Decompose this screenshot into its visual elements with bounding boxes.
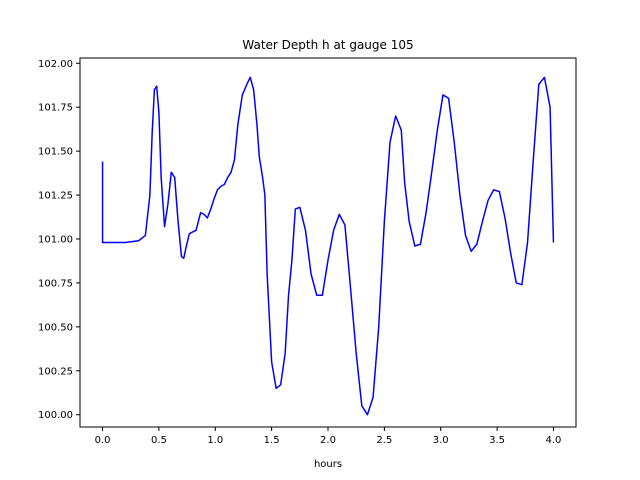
y-tick-label: 101.25	[38, 191, 73, 202]
y-tick-label: 100.50	[38, 322, 73, 333]
x-axis-label: hours	[314, 459, 342, 470]
y-tick-label: 101.75	[38, 103, 73, 114]
x-tick-label: 0.5	[151, 435, 167, 446]
x-tick-label: 0.0	[95, 435, 111, 446]
y-tick-label: 100.75	[38, 278, 73, 289]
x-tick-label: 3.5	[489, 435, 505, 446]
chart-title: Water Depth h at gauge 105	[242, 38, 413, 52]
y-tick-label: 102.00	[38, 59, 73, 70]
y-tick-label: 100.00	[38, 410, 73, 421]
series-line-0	[101, 76, 555, 416]
x-tick-label: 4.0	[546, 435, 562, 446]
y-tick-label: 101.50	[38, 147, 73, 158]
x-tick-label: 2.0	[320, 435, 336, 446]
y-tick-label: 100.25	[38, 366, 73, 377]
x-tick-label: 2.5	[376, 435, 392, 446]
x-tick-label: 3.0	[433, 435, 449, 446]
plot-area: 0.0 0.5 1.0 1.5 2.0 2.5 3.0 3.5 4.0 100.00 100.25 1…	[38, 57, 577, 446]
x-tick-label: 1.0	[207, 435, 223, 446]
y-tick-label: 101.00	[38, 234, 73, 245]
x-tick-label: 1.5	[264, 435, 280, 446]
